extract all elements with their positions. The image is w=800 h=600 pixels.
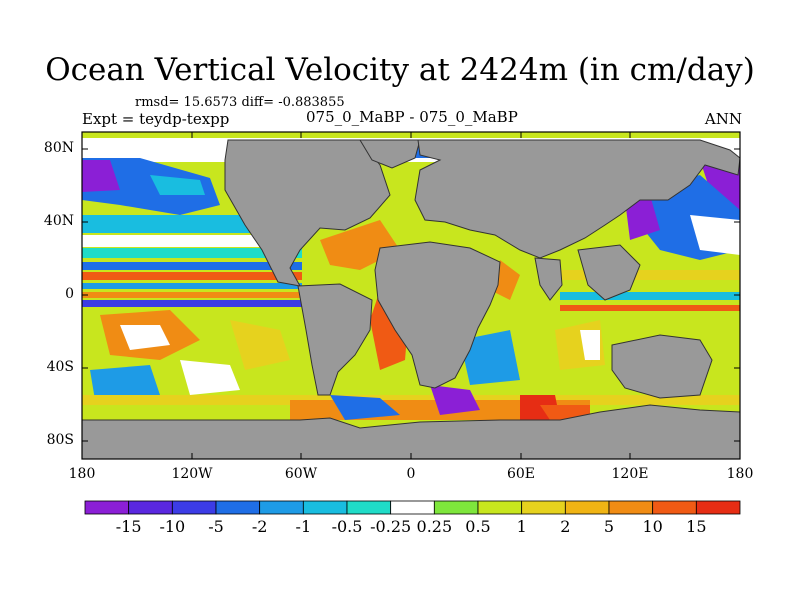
antarctica [82, 404, 740, 459]
colorbar-label: -2 [251, 517, 268, 536]
colorbar-box [346, 500, 392, 515]
colorbar-box [695, 500, 741, 515]
colorbar-box [128, 500, 173, 515]
lon-label-180e: 180 [726, 466, 754, 482]
colorbar-box [215, 500, 261, 515]
lat-label-80s: 80S [46, 432, 74, 448]
colorbar-label: -0.5 [331, 517, 363, 536]
colorbar-label: 5 [603, 517, 615, 536]
colorbar-label: 0.5 [465, 517, 491, 536]
colorbar-label: -0.25 [370, 517, 412, 536]
colorbar-box [259, 500, 304, 515]
lon-label-120w: 120W [171, 466, 213, 482]
experiment-label: Expt = teydp-texpp [82, 110, 230, 128]
lon-label-0: 0 [406, 466, 416, 482]
africa [374, 241, 501, 389]
lon-label-180w: 180 [68, 466, 96, 482]
case-label: 075_0_MaBP - 075_0_MaBP [306, 108, 518, 126]
colorbar-box [171, 500, 217, 515]
india [534, 257, 563, 301]
lon-label-60w: 60W [284, 466, 318, 482]
colorbar-label: -10 [159, 517, 186, 536]
australia [611, 334, 713, 399]
colorbar-label: 15 [686, 517, 707, 536]
colorbar-label: 10 [642, 517, 663, 536]
colorbar-box [608, 500, 654, 515]
map-title: Ocean Vertical Velocity at 2424m (in cm/… [45, 52, 755, 88]
colorbar-label: -1 [295, 517, 312, 536]
colorbar-box [433, 500, 479, 515]
colorbar [84, 500, 741, 515]
stats-label: rmsd= 15.6573 diff= -0.883855 [135, 95, 345, 110]
lat-label-80n: 80N [43, 140, 74, 156]
colorbar-label: -15 [115, 517, 142, 536]
eurasia [414, 139, 740, 259]
season-label: ANN [704, 110, 742, 128]
colorbar-box [521, 500, 566, 515]
colorbar-box [302, 500, 348, 515]
lat-label-0: 0 [65, 286, 74, 302]
axis-ticks [82, 132, 740, 459]
colorbar-box [477, 500, 523, 515]
lon-label-60e: 60E [506, 466, 536, 482]
land-masses [82, 120, 740, 459]
colorbar-box [390, 500, 435, 515]
colorbar-box [652, 500, 697, 515]
southeast-asia [577, 244, 641, 301]
south-america [297, 283, 373, 396]
map-panel [82, 120, 740, 459]
colorbar-label: -5 [208, 517, 224, 536]
colorbar-label: 0.25 [416, 517, 453, 536]
colorbar-label: 2 [560, 517, 571, 536]
colorbar-label: 1 [516, 517, 527, 536]
north-america [224, 139, 391, 287]
lat-label-40n: 40N [43, 213, 74, 229]
colorbar-box [84, 500, 130, 515]
lat-label-40s: 40S [46, 359, 74, 375]
colorbar-box [564, 500, 610, 515]
greenland [359, 139, 421, 169]
lon-label-120e: 120E [611, 466, 649, 482]
pacific-island-1 [180, 120, 200, 130]
